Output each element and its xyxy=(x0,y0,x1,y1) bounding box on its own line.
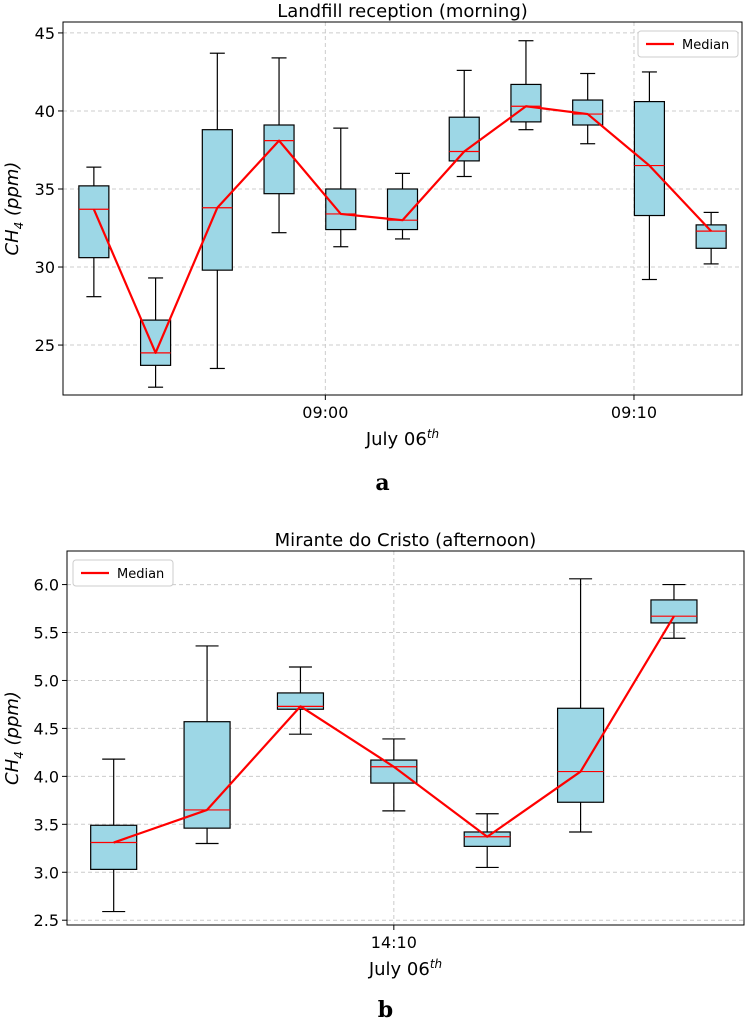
iqr-box xyxy=(325,188,357,231)
legend-label: Median xyxy=(682,38,729,53)
x-axis-label-main: July 06 xyxy=(365,429,427,450)
box-2 xyxy=(139,277,172,388)
x-axis-label-superscript: th xyxy=(427,427,439,441)
boxplots xyxy=(90,578,698,913)
y-axis-label-unit: (ppm) xyxy=(2,691,23,751)
grid xyxy=(67,551,744,925)
box-6 xyxy=(386,172,419,240)
x-axis-label: July 06th xyxy=(365,427,439,450)
box-5 xyxy=(325,127,357,248)
legend-box xyxy=(637,30,739,58)
y-tick-label: 4.0 xyxy=(34,767,59,786)
iqr-box xyxy=(556,707,605,803)
x-axis-label-main: July 06 xyxy=(368,959,430,980)
y-tick-label: 5.0 xyxy=(34,671,59,690)
chart-title: Landfill reception (morning) xyxy=(277,1,528,22)
y-axis-label: CH4 (ppm) xyxy=(2,691,26,785)
x-tick-label: 14:10 xyxy=(371,933,417,952)
y-axis-label-unit: (ppm) xyxy=(2,162,23,222)
median-trend-line xyxy=(92,105,712,354)
chart-title: Mirante do Cristo (afternoon) xyxy=(275,530,537,551)
boxplots xyxy=(78,40,727,388)
x-axis-label-superscript: th xyxy=(430,957,442,971)
iqr-box xyxy=(448,116,480,162)
box-3 xyxy=(201,52,233,370)
legend: Median xyxy=(72,559,174,587)
y-axis-label-main: CH xyxy=(2,758,23,785)
iqr-box xyxy=(78,185,110,259)
iqr-box xyxy=(90,824,138,870)
panel-label: a xyxy=(375,470,389,496)
y-axis-label-main: CH xyxy=(2,229,23,256)
box-4 xyxy=(370,738,418,812)
y-axis-label-subscript: 4 xyxy=(12,751,26,759)
y-axis: 25 30 35 40 45 xyxy=(35,24,63,355)
box-9 xyxy=(572,72,604,145)
box-5 xyxy=(463,813,511,869)
iqr-box xyxy=(386,188,419,231)
x-tick-label: 09:00 xyxy=(302,403,348,422)
box-2 xyxy=(183,645,231,845)
y-tick-label: 40 xyxy=(35,102,55,121)
iqr-box xyxy=(463,831,511,847)
iqr-box xyxy=(201,129,233,271)
y-axis-label-subscript: 4 xyxy=(12,222,26,230)
y-tick-label: 3.5 xyxy=(34,815,59,834)
box-1 xyxy=(90,758,138,913)
legend-label: Median xyxy=(117,567,164,582)
iqr-box xyxy=(650,599,698,624)
iqr-box xyxy=(183,721,231,829)
y-axis-label: CH4 (ppm) xyxy=(2,162,26,256)
box-1 xyxy=(78,166,110,298)
iqr-box xyxy=(263,124,295,195)
x-axis-label: July 06th xyxy=(368,957,442,980)
y-axis: 2.5 3.0 3.5 4.0 4.5 5.0 5.5 6.0 xyxy=(34,576,67,930)
panel-b: 2.5 3.0 3.5 4.0 4.5 5.0 5.5 6.0 14:10 Mirante do … xyxy=(2,530,745,1021)
legend: Median xyxy=(637,30,739,58)
iqr-box xyxy=(633,100,666,217)
x-axis: 09:00 09:10 xyxy=(302,395,657,422)
median-trend-line xyxy=(113,615,675,844)
y-tick-label: 25 xyxy=(35,336,55,355)
box-7 xyxy=(448,69,480,178)
box-4 xyxy=(263,57,295,234)
box-7 xyxy=(650,583,698,639)
x-axis: 14:10 xyxy=(371,925,417,952)
panel-a: 25 30 35 40 45 09:00 09:10 Landfill reception (… xyxy=(2,1,743,496)
iqr-box xyxy=(276,692,325,710)
x-tick-label: 09:10 xyxy=(611,403,657,422)
y-tick-label: 45 xyxy=(35,24,55,43)
y-tick-label: 3.0 xyxy=(34,863,59,882)
box-8 xyxy=(510,40,542,131)
plot-frame xyxy=(62,21,743,396)
y-tick-label: 6.0 xyxy=(34,576,59,595)
iqr-box xyxy=(695,224,727,249)
y-tick-label: 4.5 xyxy=(34,719,59,738)
box-3 xyxy=(276,666,325,735)
box-6 xyxy=(556,578,605,833)
y-tick-label: 5.5 xyxy=(34,624,59,643)
plot-frame xyxy=(66,550,745,926)
iqr-box xyxy=(370,759,418,784)
y-tick-label: 35 xyxy=(35,180,55,199)
iqr-box xyxy=(510,83,542,123)
legend-box xyxy=(72,559,174,587)
panel-label: b xyxy=(378,997,393,1021)
y-tick-label: 2.5 xyxy=(34,911,59,930)
y-tick-label: 30 xyxy=(35,258,55,277)
